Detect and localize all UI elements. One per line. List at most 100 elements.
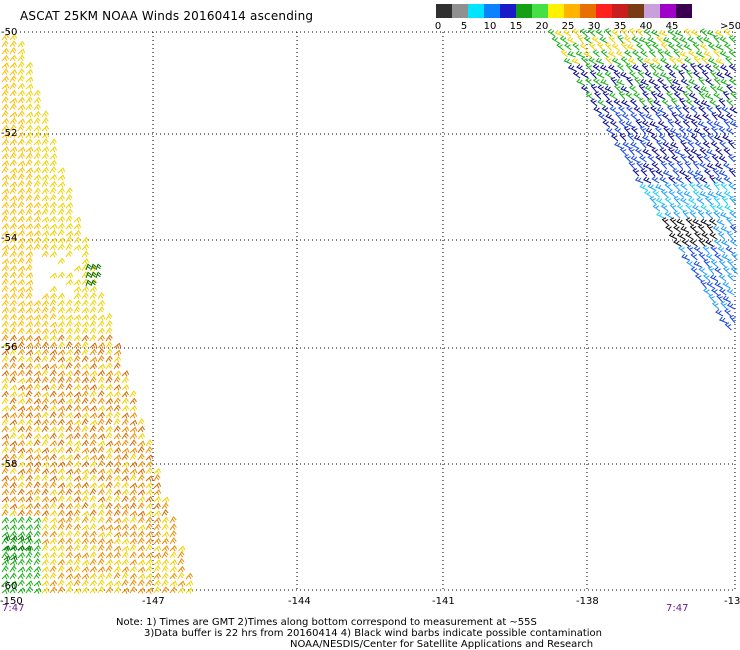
wind-barb	[41, 454, 50, 461]
wind-barb	[57, 187, 65, 195]
wind-barb	[137, 440, 146, 447]
wind-barb	[674, 105, 682, 114]
wind-barb	[17, 223, 26, 230]
wind-barb	[687, 49, 696, 58]
note-line-1: Note: 1) Times are GMT 2)Times along bot…	[116, 617, 537, 628]
wind-barb	[25, 551, 33, 559]
wind-barb	[49, 272, 58, 279]
wind-barb	[9, 236, 17, 244]
wind-barb	[25, 586, 33, 594]
wind-barb	[129, 426, 138, 433]
wind-barb	[590, 98, 598, 107]
wind-barb	[696, 35, 704, 44]
wind-barb	[33, 306, 41, 314]
wind-barb	[707, 265, 715, 275]
wind-barb	[129, 488, 137, 496]
wind-barb	[105, 558, 114, 566]
wind-barb	[9, 250, 17, 258]
wind-barb	[121, 572, 129, 580]
wind-barb	[17, 229, 26, 237]
wind-barb	[682, 119, 690, 128]
wind-barb	[65, 495, 73, 503]
wind-barb	[1, 412, 10, 419]
wind-barb	[714, 252, 722, 261]
wind-barb	[633, 134, 643, 142]
wind-barb	[41, 404, 49, 412]
wind-barb	[105, 538, 114, 545]
wind-barb	[633, 105, 642, 114]
wind-barb	[113, 425, 121, 433]
legend-tick-label: 20	[535, 21, 549, 32]
wind-barb	[81, 285, 90, 293]
wind-barb	[41, 159, 50, 167]
wind-barb	[690, 133, 699, 142]
wind-barb	[701, 56, 709, 65]
wind-barb	[129, 565, 137, 573]
wind-barb	[49, 418, 57, 426]
wind-barb	[97, 405, 106, 412]
wind-barb	[9, 264, 18, 272]
wind-barb	[9, 559, 18, 566]
wind-barb	[602, 119, 610, 128]
wind-barb	[699, 147, 707, 156]
wind-barb	[638, 112, 646, 121]
wind-barb	[9, 404, 17, 412]
wind-barb	[57, 523, 65, 531]
wind-barb	[17, 488, 25, 496]
wind-barb	[17, 468, 26, 475]
wind-barb	[662, 36, 672, 44]
wind-barb	[693, 260, 702, 268]
wind-barb	[129, 439, 137, 447]
wind-barb	[65, 391, 74, 398]
wind-barb	[647, 183, 656, 191]
wind-barb	[57, 292, 65, 300]
wind-barb	[683, 147, 691, 156]
wind-barb	[121, 481, 129, 489]
wind-barb	[81, 334, 89, 342]
wind-barb	[729, 210, 737, 219]
legend-unit-label: >50 knots	[720, 21, 740, 32]
wind-barb	[49, 215, 58, 223]
wind-barb	[33, 454, 42, 461]
wind-barb	[705, 77, 713, 86]
wind-barb	[49, 489, 58, 496]
wind-barb	[1, 433, 10, 440]
wind-barb	[57, 467, 66, 475]
wind-barb	[9, 530, 17, 538]
wind-barb	[25, 279, 34, 286]
wind-barb	[9, 509, 18, 517]
wind-barb	[97, 586, 105, 594]
wind-barb	[89, 356, 98, 363]
wind-barb	[65, 250, 73, 258]
wind-barb	[679, 97, 686, 107]
wind-barb	[169, 559, 178, 566]
wind-barb	[17, 286, 26, 293]
wind-barb	[17, 362, 25, 370]
wind-barb	[145, 552, 154, 559]
wind-barb	[17, 48, 26, 55]
wind-barb	[647, 36, 656, 44]
wind-barb	[605, 127, 615, 135]
wind-barb	[25, 96, 33, 104]
wind-barb	[673, 49, 680, 58]
wind-barb	[713, 120, 722, 128]
wind-barb	[57, 405, 66, 412]
wind-barb	[644, 70, 653, 79]
wind-barb	[121, 558, 129, 566]
wind-barb	[1, 467, 9, 475]
wind-barb	[57, 474, 65, 482]
wind-barb	[81, 552, 90, 559]
wind-barb	[41, 587, 50, 594]
wind-barb	[700, 218, 709, 226]
note-line-3: NOAA/NESDIS/Center for Satellite Applica…	[290, 639, 594, 650]
wind-barb	[9, 138, 17, 146]
wind-barb	[596, 42, 604, 51]
wind-barb	[700, 99, 710, 107]
wind-barb	[97, 544, 105, 552]
wind-barb	[121, 503, 130, 510]
wind-barb	[153, 586, 161, 594]
wind-barb	[65, 481, 74, 489]
wind-barb	[25, 68, 34, 76]
wind-barb	[1, 453, 10, 461]
